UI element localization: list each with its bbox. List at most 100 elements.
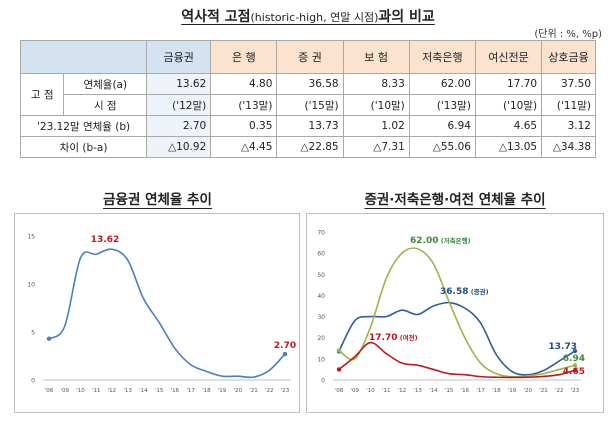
row-label: 시 점	[63, 94, 148, 116]
title-sub: (historic-high, 연말 시점)	[250, 11, 379, 24]
y-tick-label: 20	[317, 335, 325, 342]
x-tick-label: '15	[155, 388, 164, 394]
y-tick-label: 10	[27, 282, 35, 289]
data-label: 36.58 (증권)	[440, 287, 489, 297]
x-tick-label: '12	[108, 388, 117, 394]
x-tick-label: '11	[92, 388, 101, 394]
table-row: 고 점 연체율(a) 13.62 4.80 36.58 8.33 62.00 1…	[19, 73, 596, 116]
x-tick-label: '13	[413, 388, 422, 394]
series-end-marker	[572, 363, 578, 368]
table-cell: △22.85	[276, 136, 344, 158]
x-tick-label: '19	[218, 388, 227, 394]
y-tick-label: 10	[317, 356, 325, 363]
group-label: 고 점	[19, 73, 65, 116]
table-corner	[19, 40, 148, 74]
x-tick-label: '10	[76, 388, 85, 394]
row-label: 차이 (b-a)	[19, 136, 148, 158]
table-cell: 62.00	[408, 73, 476, 95]
title-tail: 과의 비교	[378, 9, 435, 25]
series-end-marker	[572, 348, 578, 354]
row-label: 연체율(a)	[63, 73, 148, 95]
y-tick-label: 0	[321, 378, 325, 385]
column-header: 증 권	[276, 40, 344, 74]
y-tick-label: 0	[31, 378, 35, 385]
table-cell: ('10말)	[474, 94, 543, 116]
table-row: '23.12말 연체율 (b) 2.70 0.35 13.73 1.02 6.9…	[19, 115, 596, 137]
x-tick-label: '08	[335, 388, 344, 394]
x-tick-label: '10	[366, 388, 375, 394]
series-line	[338, 301, 576, 376]
table-cell: ('13말)	[210, 94, 278, 116]
series-start-marker	[336, 367, 342, 372]
table-cell: △55.06	[408, 136, 476, 158]
table-cell: 4.65	[474, 115, 543, 137]
page-title: 역사적 고점(historic-high, 연말 시점)과의 비교	[0, 6, 616, 26]
table-cell: △13.05	[474, 136, 543, 158]
x-tick-label: '17	[476, 388, 485, 394]
data-label: 2.70	[274, 341, 296, 351]
x-tick-label: '18	[202, 388, 211, 394]
table-cell: 4.80	[210, 73, 278, 95]
x-tick-label: '23	[571, 388, 580, 394]
table-row: 차이 (b-a) △10.92 △4.45 △22.85 △7.31 △55.0…	[19, 136, 596, 158]
y-tick-label: 60	[317, 251, 325, 258]
x-tick-label: '20	[234, 388, 243, 394]
x-tick-label: '09	[60, 388, 69, 394]
column-header: 은 행	[210, 40, 278, 74]
table-cell: △34.38	[541, 136, 596, 158]
table-cell: 13.62	[146, 73, 212, 95]
table-cell: 37.50	[541, 73, 596, 95]
x-tick-label: '18	[492, 388, 501, 394]
data-label: 13.62	[91, 235, 119, 245]
column-header: 상호금융	[541, 40, 596, 74]
data-label-note: (여전)	[397, 333, 417, 342]
x-tick-label: '14	[139, 388, 148, 394]
column-header: 저축은행	[408, 40, 476, 74]
left-chart-panel: 0 5 10 15 '08 '09 '10 '11 '12 '13 '14 '15 '16 '17 '18 '…	[14, 213, 300, 413]
row-label: '23.12말 연체율 (b)	[19, 115, 148, 137]
y-tick-label: 40	[317, 293, 325, 300]
table-cell: ('12말)	[146, 94, 212, 116]
table-cell: 36.58	[276, 73, 344, 95]
unit-label: (단위 : %, %p)	[534, 29, 602, 40]
table-cell: △10.92	[146, 136, 212, 158]
x-tick-label: '15	[445, 388, 454, 394]
right-chart-title: 증권·저축은행·여전 연체율 추이	[364, 192, 546, 208]
data-label: 6.94	[563, 354, 585, 364]
x-tick-label: '22	[555, 388, 564, 394]
table-cell: 1.02	[342, 115, 410, 137]
x-tick-label: '21	[539, 388, 548, 394]
x-tick-label: '16	[461, 388, 470, 394]
x-tick-label: '20	[524, 388, 533, 394]
data-label: 13.73	[549, 342, 577, 352]
data-label-note: (증권)	[468, 287, 488, 296]
comparison-table: 금융권 은 행 증 권 보 험 저축은행 여신전문 상호금융 고 점 연체율(a…	[19, 40, 596, 158]
series-line	[338, 341, 576, 379]
x-tick-label: '22	[265, 388, 274, 394]
x-tick-label: '19	[508, 388, 517, 394]
column-header: 여신전문	[474, 40, 543, 74]
table-cell: 8.33	[342, 73, 410, 95]
x-tick-label: '12	[398, 388, 407, 394]
x-tick-label: '09	[350, 388, 359, 394]
x-tick-label: '17	[186, 388, 195, 394]
table-cell: 2.70	[146, 115, 212, 137]
x-tick-label: '21	[249, 388, 258, 394]
data-label: 17.70 (여전)	[369, 333, 418, 343]
x-tick-label: '08	[45, 388, 54, 394]
data-label: 62.00 (저축은행)	[410, 236, 471, 246]
y-tick-label: 30	[317, 314, 325, 321]
table-cell: 6.94	[408, 115, 476, 137]
column-header: 금융권	[146, 40, 212, 74]
title-main: 역사적 고점	[181, 9, 251, 25]
y-tick-label: 15	[27, 234, 35, 241]
x-tick-label: '14	[429, 388, 438, 394]
series-line	[338, 247, 576, 378]
table-row: 시 점 ('12말) ('13말) ('15말) ('10말) ('13말) (…	[21, 94, 596, 116]
left-chart-title: 금융권 연체율 추이	[103, 192, 212, 208]
series-end-marker	[572, 367, 578, 373]
table-cell: 0.35	[210, 115, 278, 137]
y-tick-label: 50	[317, 272, 325, 279]
table-cell: △4.45	[210, 136, 278, 158]
x-tick-label: '16	[171, 388, 180, 394]
